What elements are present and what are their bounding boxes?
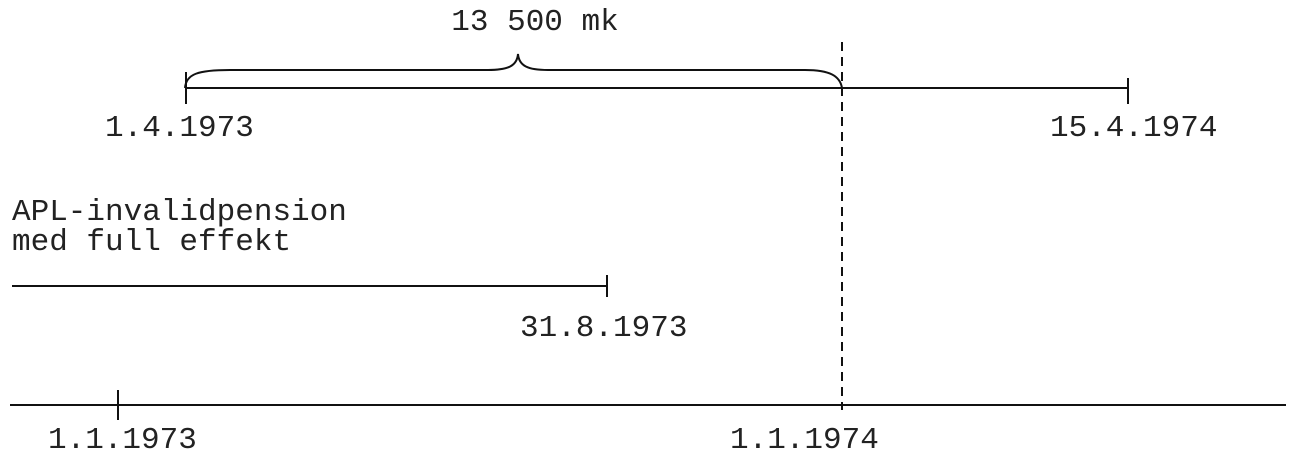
date-label: 31.8.1973 xyxy=(520,311,687,346)
brace-label: 13 500 mk xyxy=(451,5,618,40)
brace xyxy=(184,53,843,89)
date-label: 1.1.1973 xyxy=(48,423,197,449)
date-label: 1.1.1974 xyxy=(730,423,879,449)
date-label: 1.4.1973 xyxy=(105,111,254,146)
date-label: 15.4.1974 xyxy=(1050,111,1217,146)
pension-label: med full effekt xyxy=(12,225,291,260)
pension-label: APL-invalidpension xyxy=(12,195,347,230)
